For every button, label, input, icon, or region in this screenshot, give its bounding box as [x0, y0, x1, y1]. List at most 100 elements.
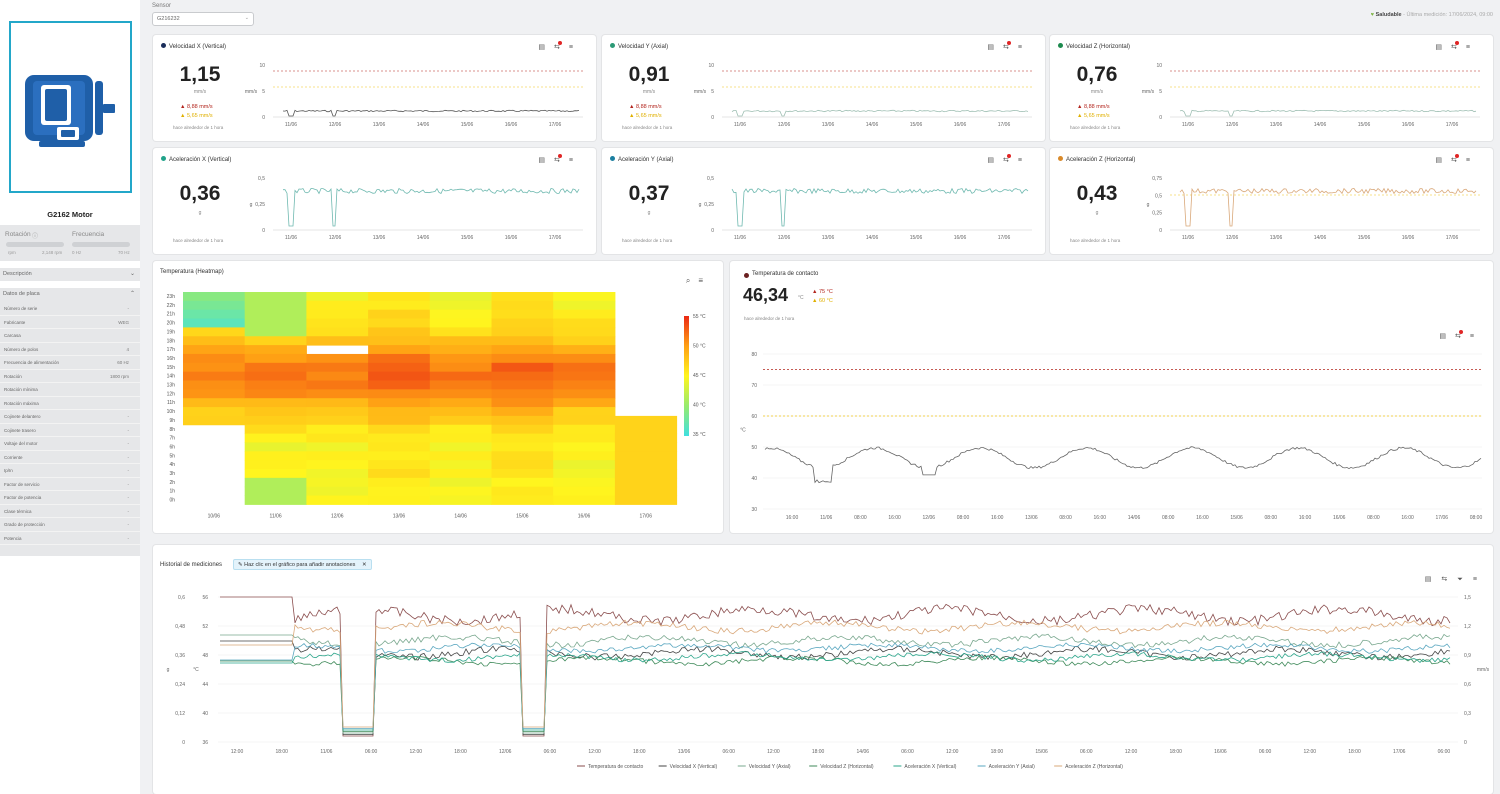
- y-axis-unit: mm/s: [694, 89, 707, 95]
- table-icon[interactable]: ▤: [987, 157, 1004, 164]
- heatmap-cell: [614, 424, 678, 435]
- heatmap-cell: [306, 415, 369, 426]
- health-status: ♥ Saludable - Última medición: 17/06/202…: [1371, 12, 1493, 18]
- heatmap-cell: [368, 327, 431, 337]
- alerts-config-icon[interactable]: ⇆: [554, 154, 569, 164]
- menu-icon[interactable]: ≡: [1465, 44, 1479, 51]
- alert-low: ▲ 5,65 mm/s: [180, 113, 213, 119]
- series-dot: [610, 43, 615, 48]
- heatmap-chart[interactable]: 23h 22h 21h 20h 19h 18h 17h 16h 15h 14h 13h 12h 11h 1…: [153, 261, 723, 533]
- y-tick-label: 0: [262, 228, 265, 234]
- heatmap-cell: [368, 353, 431, 364]
- close-icon[interactable]: ✕: [361, 562, 367, 568]
- menu-icon[interactable]: ≡: [1017, 157, 1031, 164]
- heatmap-cell: [553, 389, 616, 399]
- mini-chart[interactable]: 0,75 0,5 0,25 0 g 11/06 12/06 13/06 14/06 15/06 16…: [1050, 148, 1493, 254]
- menu-icon[interactable]: ≡: [698, 276, 711, 285]
- alerts-config-icon[interactable]: ⇆: [1451, 154, 1466, 164]
- nameplate-field-label: Carcasa: [4, 333, 21, 338]
- y-tick-label: 36: [202, 740, 208, 746]
- legend-label[interactable]: Aceleración Z (Horizontal): [1065, 764, 1123, 770]
- menu-icon[interactable]: ≡: [1465, 157, 1479, 164]
- y-tick-label: 0: [182, 740, 185, 746]
- heatmap-cell: [244, 495, 307, 505]
- series-line: [220, 619, 1451, 728]
- table-icon[interactable]: ▤: [1439, 333, 1456, 340]
- heatmap-cell: [429, 389, 492, 399]
- x-tick-label: 15/06: [1035, 749, 1048, 755]
- x-tick-label: 18:00: [275, 749, 288, 755]
- alert-low: ▲ 60 °C: [812, 298, 833, 304]
- mini-chart[interactable]: 10 5 0 mm/s 11/06 12/06 13/06 14/06 15/06 16/06 17…: [153, 35, 596, 141]
- alert-high: ▲ 8,88 mm/s: [629, 104, 662, 110]
- nameplate-field-label: Rotación mínima: [4, 387, 38, 392]
- zoom-icon[interactable]: ⌕: [685, 276, 699, 285]
- heatmap-cell: [306, 336, 369, 346]
- hour-label: 18h: [167, 338, 176, 344]
- nameplate-row: Cojinete delantero -: [0, 410, 140, 424]
- legend-label[interactable]: Velocidad X (Vertical): [670, 764, 718, 770]
- sensor-select[interactable]: G216232 ⌄: [152, 12, 254, 26]
- rotation-min: rpm: [8, 250, 16, 255]
- alerts-config-icon[interactable]: ⇆: [1003, 154, 1018, 164]
- series-dot: [744, 273, 749, 278]
- y-axis-unit: mm/s: [1142, 89, 1155, 95]
- card-title: Aceleración X (Vertical): [161, 156, 231, 163]
- alerts-config-icon[interactable]: ⇆: [554, 41, 569, 51]
- y-tick-label: 1,2: [1464, 624, 1471, 630]
- alerts-config-icon[interactable]: ⇆: [1455, 330, 1470, 340]
- legend-label[interactable]: Aceleración X (Vertical): [904, 764, 956, 770]
- table-icon[interactable]: ▤: [538, 44, 555, 51]
- filter-icon[interactable]: ⏷: [1457, 576, 1473, 583]
- contact-temp-chart[interactable]: 80 70 60 50 40 30 °C 16:00 11/06 08:00 16:00 12/06 0…: [730, 261, 1493, 533]
- chevron-down-icon: ⌄: [244, 15, 249, 21]
- rotation-label: Rotación: [5, 231, 31, 238]
- hour-label: 12h: [167, 391, 176, 397]
- heatmap-cell: [244, 345, 307, 355]
- series-line: [731, 109, 1029, 117]
- menu-icon[interactable]: ≡: [1472, 576, 1487, 583]
- heatmap-cell: [368, 318, 431, 328]
- legend-label[interactable]: Velocidad Z (Horizontal): [820, 764, 874, 770]
- metric-value: 0,37: [628, 182, 670, 205]
- history-chart[interactable]: 0,6 56 1,5 0,48 52 1,2 0,36 48 0,9 0,24 44 0,6 0,12 4…: [153, 545, 1493, 794]
- y-tick-label: 0,24: [175, 682, 185, 688]
- series-line: [220, 651, 1451, 731]
- heatmap-cell: [306, 309, 369, 320]
- heatmap-cell: [244, 309, 307, 320]
- heatmap-cell: [491, 353, 554, 364]
- legend-label[interactable]: Aceleración Y (Axial): [989, 764, 1036, 770]
- menu-icon[interactable]: ≡: [568, 44, 582, 51]
- table-icon[interactable]: ▤: [1424, 576, 1442, 583]
- legend-label: 50 °C: [693, 344, 706, 350]
- menu-icon[interactable]: ≡: [1469, 333, 1483, 340]
- alerts-config-icon[interactable]: ⇆: [1003, 41, 1018, 51]
- heatmap-cell: [614, 433, 678, 443]
- legend-label[interactable]: Velocidad Y (Axial): [749, 764, 791, 770]
- mini-chart[interactable]: 10 5 0 mm/s 11/06 12/06 13/06 14/06 15/06 16/06 17…: [1050, 35, 1493, 141]
- nameplate-row: Factor de potencia -: [0, 491, 140, 505]
- table-icon[interactable]: ▤: [1435, 44, 1452, 51]
- mini-chart[interactable]: 10 5 0 mm/s 11/06 12/06 13/06 14/06 15/06 16/06 17…: [602, 35, 1045, 141]
- x-tick-label: 16:00: [1401, 515, 1414, 521]
- table-icon[interactable]: ▤: [538, 157, 555, 164]
- nameplate-header[interactable]: Datos de placa ⌃: [0, 288, 140, 302]
- mini-chart[interactable]: 0,5 0,25 0 g 11/06 12/06 13/06 14/06 15/06 16/06 1…: [153, 148, 596, 254]
- table-icon[interactable]: ▤: [987, 44, 1004, 51]
- alerts-config-icon[interactable]: ⇆: [1451, 41, 1466, 51]
- legend-label[interactable]: Temperatura de contacto: [588, 764, 644, 770]
- info-icon[interactable]: ⓘ: [32, 234, 39, 240]
- heatmap-cell: [183, 398, 246, 408]
- heatmap-cell: [429, 415, 492, 426]
- description-section[interactable]: Descripción ⌄: [0, 268, 140, 281]
- compare-icon[interactable]: ⇆: [1441, 576, 1458, 583]
- menu-icon[interactable]: ≡: [1017, 44, 1031, 51]
- heatmap-cell: [429, 327, 492, 337]
- annotation-hint-chip[interactable]: ✎ Haz clic en el gráfico para añadir ano…: [233, 559, 372, 570]
- mini-chart[interactable]: 0,5 0,25 0 g 11/06 12/06 13/06 14/06 15/06 16/06 1…: [602, 148, 1045, 254]
- table-icon[interactable]: ▤: [1435, 157, 1452, 164]
- updated-ago: hace alrededor de 1 hora: [173, 125, 224, 130]
- hour-label: 3h: [169, 471, 175, 477]
- heatmap-cell: [368, 309, 431, 320]
- menu-icon[interactable]: ≡: [568, 157, 582, 164]
